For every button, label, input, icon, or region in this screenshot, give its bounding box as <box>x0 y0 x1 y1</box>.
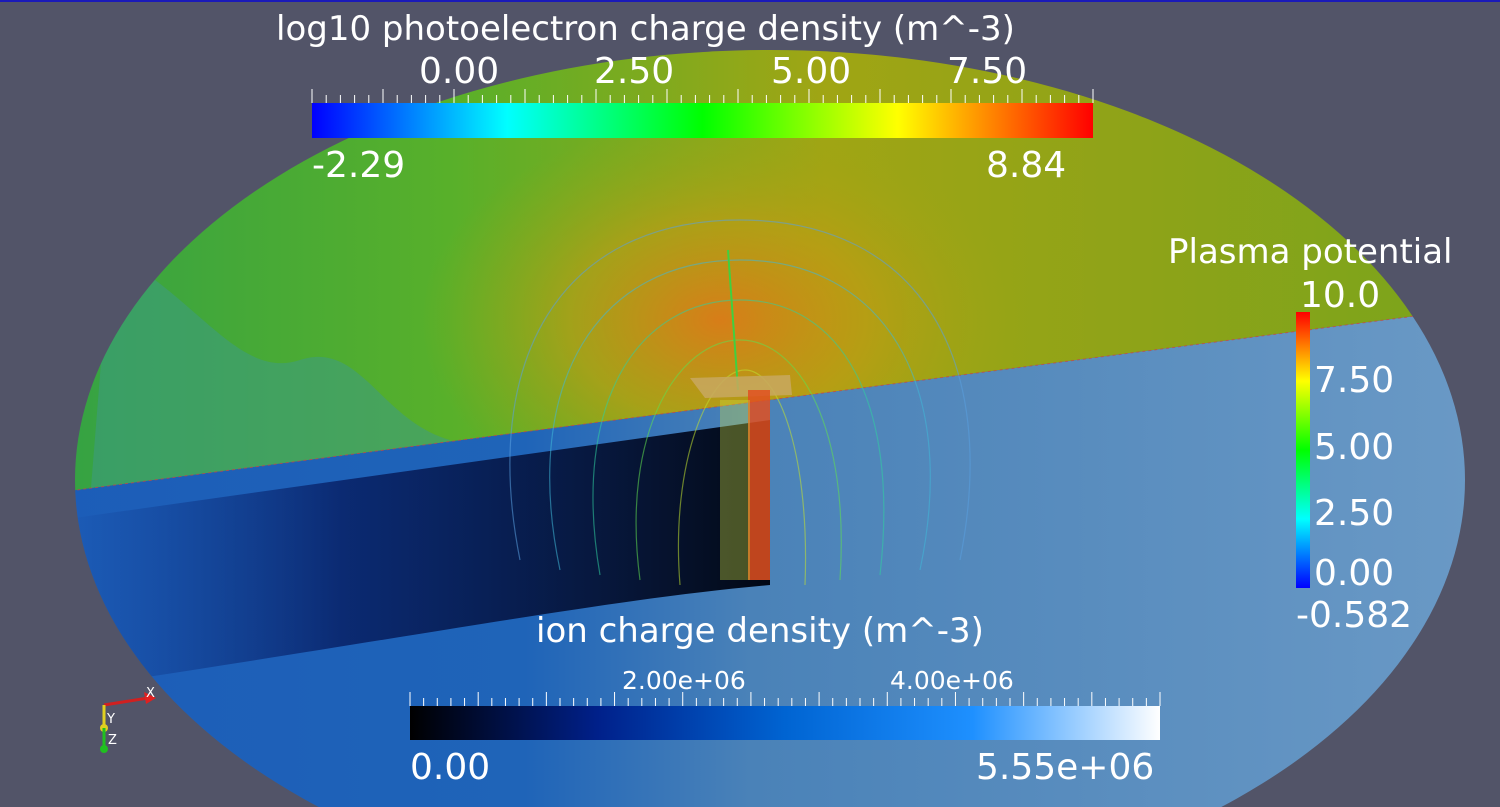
photoelectron-tick-label-2: 5.00 <box>771 51 852 92</box>
y-axis-label: Y <box>107 712 115 727</box>
plasma-title: Plasma potential <box>1168 232 1453 272</box>
spacecraft <box>690 249 792 580</box>
ion-tick-label-1: 4.00e+06 <box>890 666 1014 695</box>
upper-turbulence <box>90 250 450 500</box>
colorbar-plasma <box>1296 312 1310 588</box>
plasma-tick-label-3: 2.50 <box>1314 493 1395 534</box>
antenna <box>727 249 739 391</box>
z-axis-dot <box>100 745 108 753</box>
plasma-colorbar-gradient <box>1296 312 1310 588</box>
photoelectron-title: log10 photoelectron charge density (m^-3… <box>276 9 1015 49</box>
photoelectron-colorbar-gradient <box>312 103 1093 138</box>
photoelectron-ticks <box>311 89 1094 103</box>
photoelectron-min-label: -2.29 <box>312 145 406 186</box>
x-axis-line <box>103 696 149 707</box>
colorbar-ion <box>409 692 1161 740</box>
plasma-tick-label-4: 0.00 <box>1314 553 1395 594</box>
photoelectron-max-label: 8.84 <box>986 145 1067 186</box>
field-line-3 <box>592 299 885 576</box>
field-line-4 <box>635 339 842 581</box>
plasma-tick-label-1: 7.50 <box>1314 360 1395 401</box>
ion-tick-label-0: 2.00e+06 <box>622 666 746 695</box>
plasma-tick-label-0: 10.0 <box>1300 275 1381 316</box>
photoelectron-tick-label-0: 0.00 <box>419 51 500 92</box>
field-line-2 <box>549 259 931 571</box>
colorbar-photoelectron <box>311 89 1094 138</box>
x-axis-arrow <box>144 692 156 704</box>
ion-wake <box>75 420 770 690</box>
x-axis-label: X <box>146 686 155 701</box>
ion-min-label: 0.00 <box>410 747 491 788</box>
window-top-edge <box>0 0 1500 2</box>
field-line-5 <box>677 369 807 586</box>
ion-max-label: 5.55e+06 <box>976 747 1155 788</box>
panel-glow <box>720 400 750 580</box>
photoelectron-tick-label-3: 7.50 <box>947 51 1028 92</box>
z-axis-label: Z <box>108 733 117 748</box>
field-lines <box>509 219 971 586</box>
photoelectron-tick-label-1: 2.50 <box>594 51 675 92</box>
ion-ticks <box>409 692 1161 706</box>
plasma-tick-label-2: 5.00 <box>1314 427 1395 468</box>
ion-colorbar-gradient <box>410 706 1160 740</box>
solar-panel <box>748 390 770 580</box>
spacecraft-body <box>690 375 792 398</box>
field-line-outer <box>509 219 971 561</box>
orientation-axes <box>100 692 156 753</box>
plasma-min-label: -0.582 <box>1296 595 1413 636</box>
ion-title: ion charge density (m^-3) <box>536 611 984 651</box>
